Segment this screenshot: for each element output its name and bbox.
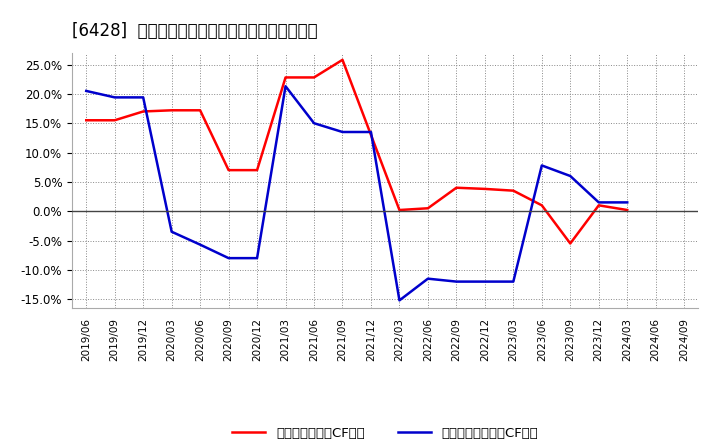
Line: 有利子負債フリーCF比率: 有利子負債フリーCF比率 bbox=[86, 86, 627, 301]
有利子負債営業CF比率 bbox=[423, 205, 432, 211]
有利子負債営業CF比率 bbox=[537, 203, 546, 208]
有利子負債営業CF比率 bbox=[566, 241, 575, 246]
有利子負債営業CF比率 bbox=[253, 168, 261, 173]
有利子負債フリーCF比率 bbox=[623, 200, 631, 205]
有利子負債営業CF比率 bbox=[623, 207, 631, 213]
有利子負債営業CF比率 bbox=[196, 108, 204, 113]
有利子負債営業CF比率 bbox=[225, 168, 233, 173]
有利子負債営業CF比率 bbox=[338, 57, 347, 62]
有利子負債フリーCF比率 bbox=[82, 88, 91, 94]
有利子負債営業CF比率 bbox=[480, 186, 489, 191]
有利子負債営業CF比率 bbox=[82, 117, 91, 123]
有利子負債フリーCF比率 bbox=[338, 129, 347, 135]
有利子負債営業CF比率 bbox=[366, 132, 375, 138]
有利子負債フリーCF比率 bbox=[395, 298, 404, 303]
有利子負債フリーCF比率 bbox=[310, 121, 318, 126]
有利子負債フリーCF比率 bbox=[139, 95, 148, 100]
有利子負債フリーCF比率 bbox=[566, 173, 575, 179]
有利子負債フリーCF比率 bbox=[537, 163, 546, 168]
Text: [6428]  有利子負債キャッシュフロー比率の推移: [6428] 有利子負債キャッシュフロー比率の推移 bbox=[72, 22, 318, 40]
有利子負債営業CF比率 bbox=[139, 109, 148, 114]
有利子負債フリーCF比率 bbox=[452, 279, 461, 284]
有利子負債フリーCF比率 bbox=[480, 279, 489, 284]
有利子負債フリーCF比率 bbox=[196, 242, 204, 247]
有利子負債営業CF比率 bbox=[310, 75, 318, 80]
有利子負債フリーCF比率 bbox=[225, 256, 233, 261]
有利子負債フリーCF比率 bbox=[423, 276, 432, 281]
Line: 有利子負債営業CF比率: 有利子負債営業CF比率 bbox=[86, 60, 627, 243]
有利子負債営業CF比率 bbox=[595, 203, 603, 208]
有利子負債営業CF比率 bbox=[452, 185, 461, 191]
有利子負債フリーCF比率 bbox=[253, 256, 261, 261]
有利子負債営業CF比率 bbox=[282, 75, 290, 80]
有利子負債営業CF比率 bbox=[167, 108, 176, 113]
有利子負債営業CF比率 bbox=[509, 188, 518, 193]
有利子負債フリーCF比率 bbox=[509, 279, 518, 284]
Legend: 有利子負債営業CF比率, 有利子負債フリーCF比率: 有利子負債営業CF比率, 有利子負債フリーCF比率 bbox=[227, 422, 544, 440]
有利子負債フリーCF比率 bbox=[595, 200, 603, 205]
有利子負債営業CF比率 bbox=[110, 117, 119, 123]
有利子負債フリーCF比率 bbox=[167, 229, 176, 235]
有利子負債フリーCF比率 bbox=[282, 84, 290, 89]
有利子負債フリーCF比率 bbox=[366, 129, 375, 135]
有利子負債営業CF比率 bbox=[395, 207, 404, 213]
有利子負債フリーCF比率 bbox=[110, 95, 119, 100]
